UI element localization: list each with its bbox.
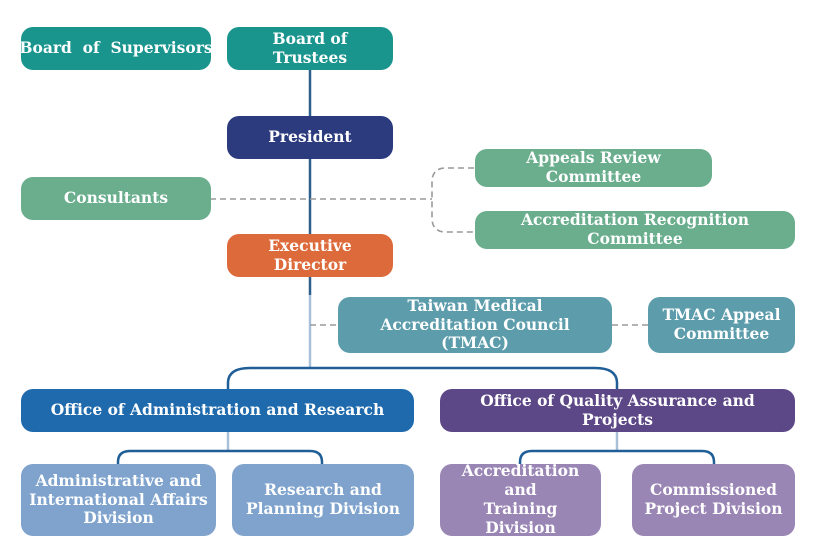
offices-arch [226,366,619,390]
appeals-review-committee-label: Appeals Review Committee [526,148,661,186]
admin-divisions-arch [116,449,324,466]
accreditation-training-division-box: Accreditation and Training Division [440,461,601,537]
admin-international-division-box: Administrative and International Affairs… [21,464,216,536]
commissioned-project-division-box: Commissioned Project Division [632,464,795,536]
consultants-box: Consultants [21,177,211,220]
executive-director-label: Executive Director [268,235,352,274]
board-of-trustees-label: Board of Trustees [272,28,348,67]
commissioned-label-line1: Commissioned [649,480,777,500]
research-planning-division-box: Research and Planning Division [232,464,414,536]
quality-divisions-arch [518,449,716,466]
office-quality-assurance-label: Office of Quality Assurance and Projects [480,390,755,429]
accreditation-recognition-committee-label: Accreditation Recognition Committee [520,210,750,248]
accreditation-training-label-line1: Accreditation and [461,461,580,500]
research-label-line1: Research and [264,480,382,500]
accreditation-recognition-committee-box: Accreditation Recognition Committee [475,210,795,249]
board-of-supervisors-label: Board of Supervisors [19,38,213,58]
president-box: President [227,116,393,159]
tmac-appeal-label-line2: Committee [673,324,770,343]
research-label-line2: Planning Division [246,499,400,518]
tmac-label-line1: Taiwan Medical [407,295,543,315]
executive-director-box: Executive Director [227,234,393,277]
admin-intl-label-line2: International Affairs [29,489,208,509]
board-of-trustees-box: Board of Trustees [227,27,393,70]
consultants-label: Consultants [63,188,169,208]
president-label: President [268,127,352,147]
tmac-box: Taiwan Medical Accreditation Council (TM… [338,295,612,353]
accreditation-training-label-line2: Training Division [483,499,558,537]
committees-dashed-bracket [431,167,474,233]
admin-intl-label-line1: Administrative and [35,470,202,490]
tmac-label-line2: Accreditation Council (TMAC) [380,314,570,353]
board-of-supervisors-box: Board of Supervisors [19,27,213,70]
tmac-appeal-committee-box: TMAC Appeal Committee [648,297,795,353]
office-quality-assurance-box: Office of Quality Assurance and Projects [440,389,795,432]
tmac-appeal-label-line1: TMAC Appeal [662,305,781,325]
appeals-review-committee-box: Appeals Review Committee [475,148,712,187]
admin-intl-label-line3: Division [83,508,154,528]
office-administration-research-label: Office of Administration and Research [50,400,385,420]
commissioned-label-line2: Project Division [644,499,783,518]
office-administration-research-box: Office of Administration and Research [21,389,414,432]
